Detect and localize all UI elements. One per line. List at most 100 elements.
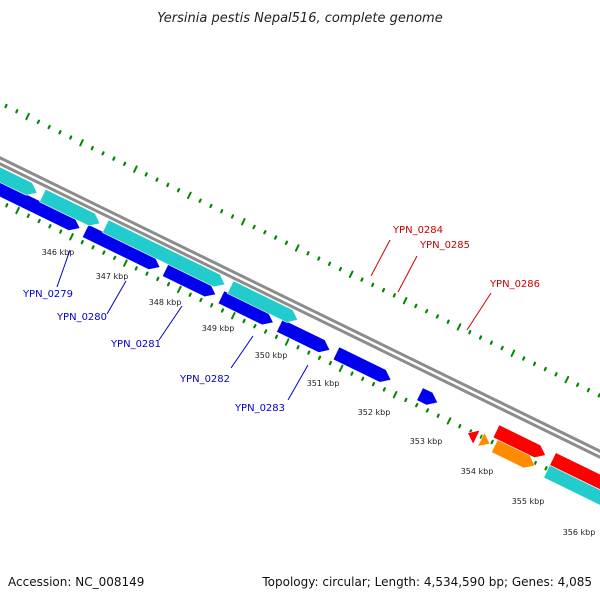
tick-dot-outer	[112, 156, 116, 161]
tick-dot-outer	[263, 230, 267, 235]
kbp-label: 354 kbp	[461, 467, 494, 476]
gene-label-leader	[466, 292, 492, 331]
tick-dot-outer	[564, 375, 570, 384]
tick-dot-inner	[307, 350, 311, 355]
tick-dot-inner	[177, 285, 182, 294]
tick-dot-inner	[242, 318, 246, 324]
tick-dot-outer	[241, 218, 246, 226]
tick-dot-outer	[58, 130, 62, 135]
tick-dot-outer	[446, 319, 450, 324]
kbp-label: 351 kbp	[307, 379, 340, 388]
tick-dot-outer	[327, 261, 332, 266]
tick-dot-inner	[458, 424, 462, 429]
tick-dot-outer	[489, 340, 493, 345]
tick-dot-inner	[199, 297, 203, 303]
tick-dot-inner	[361, 376, 365, 381]
tick-dot-inner	[317, 355, 322, 360]
kbp-label: 348 kbp	[149, 298, 182, 307]
kbp-marks: 346 kbp 347 kbp 348 kbp 349 kbp 350 kbp 351 k…	[42, 248, 596, 537]
gene-label-leader	[106, 280, 127, 315]
tick-dot-inner	[5, 203, 9, 208]
tick-dot-inner	[338, 364, 344, 372]
tick-dot-inner	[102, 250, 106, 255]
tick-dot-outer	[122, 161, 127, 166]
gene-label-leader	[370, 239, 391, 277]
tick-dot-outer	[554, 372, 558, 377]
tick-dot-inner	[188, 292, 192, 297]
kbp-label: 347 kbp	[96, 272, 129, 281]
gene-label-leader	[230, 335, 254, 369]
gene-label-leader	[397, 255, 418, 293]
gene-feature-blue	[161, 263, 217, 298]
tick-dot-inner	[415, 403, 419, 408]
tick-dot-inner	[274, 334, 279, 339]
kbp-label: 350 kbp	[255, 351, 288, 360]
tick-dot-outer	[306, 251, 310, 256]
map-title: Yersinia pestis Nepal516, complete genom…	[157, 11, 442, 26]
tick-dot-outer	[294, 244, 300, 252]
tick-dot-outer	[133, 165, 138, 173]
tick-dot-outer	[252, 224, 256, 230]
gene-label-ypn_0284: YPN_0284	[392, 225, 443, 236]
tick-dot-outer	[4, 103, 8, 109]
tick-dot-inner	[80, 239, 84, 245]
kbp-label: 349 kbp	[202, 324, 235, 333]
tick-dot-inner	[134, 266, 138, 271]
tick-dot-inner	[15, 206, 20, 215]
tick-dot-outer	[435, 314, 440, 319]
tick-dot-outer	[284, 240, 289, 245]
tick-dot-inner	[350, 371, 354, 376]
tick-dot-outer	[220, 209, 224, 214]
gene-feature-red	[467, 430, 480, 444]
tick-dot-inner	[544, 466, 548, 471]
gene-feature-blue	[416, 387, 439, 406]
gene-feature-blue	[0, 181, 81, 231]
tick-dot-outer	[155, 177, 159, 182]
tick-dot-outer	[230, 214, 235, 219]
gene-feature-cyan	[226, 280, 299, 323]
tick-dots-outer	[4, 103, 600, 398]
tick-dot-outer	[36, 119, 41, 125]
tick-dot-outer	[166, 182, 170, 188]
tick-dot-outer	[209, 203, 213, 209]
tick-dot-outer	[500, 345, 504, 351]
gene-label-ypn_0280: YPN_0280	[56, 312, 107, 323]
accession-text: Accession: NC_008149	[8, 575, 144, 589]
tick-dot-outer	[532, 361, 537, 366]
tick-dot-inner	[123, 259, 128, 267]
tick-dot-outer	[575, 382, 580, 387]
gene-label-leader	[158, 305, 183, 341]
tick-dot-inner	[59, 229, 63, 234]
gene-label-ypn_0282: YPN_0282	[179, 374, 230, 385]
tick-dot-outer	[543, 366, 547, 372]
tick-dot-outer	[381, 287, 386, 293]
tick-dot-outer	[348, 270, 354, 278]
tick-dot-outer	[522, 356, 526, 361]
tick-dot-inner	[425, 408, 430, 413]
tick-dot-inner	[328, 360, 332, 366]
gene-feature-blue	[81, 224, 161, 270]
kbp-label: 355 kbp	[512, 497, 545, 506]
tick-dots-inner	[5, 203, 591, 492]
gene-feature-orange	[490, 439, 536, 469]
tick-dot-inner	[210, 303, 214, 308]
tick-dot-outer	[90, 145, 94, 151]
tick-dot-outer	[15, 109, 19, 114]
kbp-label: 356 kbp	[563, 528, 596, 537]
tick-dot-inner	[69, 233, 74, 241]
tick-dot-inner	[296, 345, 300, 350]
gene-labels: YPN_0279 YPN_0280 YPN_0281 YPN_0282 YPN_0283…	[22, 225, 540, 414]
tick-dot-outer	[478, 335, 483, 340]
tick-dot-inner	[371, 381, 376, 387]
tick-dot-outer	[360, 277, 364, 282]
tick-dot-outer	[338, 266, 342, 272]
tick-dot-inner	[382, 387, 386, 392]
tick-dot-inner	[145, 271, 149, 276]
tick-dot-inner	[404, 397, 408, 403]
tick-dot-inner	[446, 417, 452, 425]
gene-label-leader	[56, 249, 71, 288]
tick-dot-inner	[490, 439, 494, 445]
tick-dot-outer	[510, 349, 516, 357]
gene-label-ypn_0281: YPN_0281	[110, 339, 161, 350]
gene-features	[0, 166, 600, 506]
